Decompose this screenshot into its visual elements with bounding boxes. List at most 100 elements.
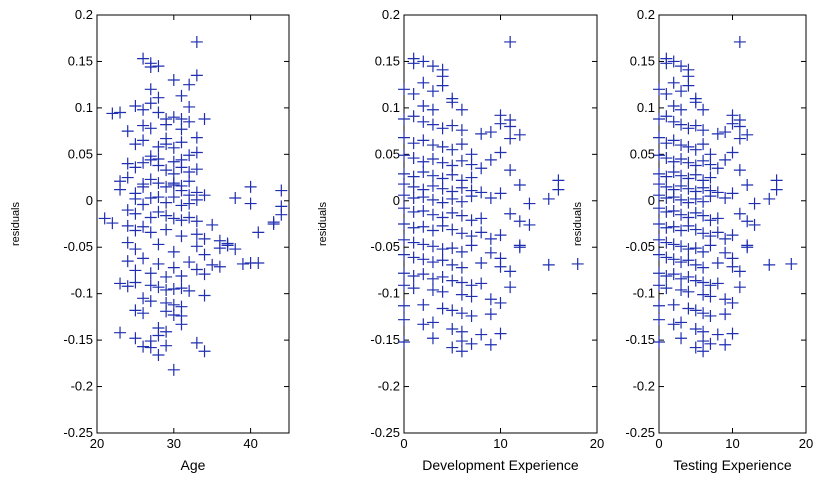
data-point	[426, 316, 439, 329]
data-point	[167, 245, 180, 258]
data-point	[137, 252, 150, 265]
data-point	[407, 87, 420, 100]
data-point	[689, 242, 702, 255]
data-point	[667, 318, 680, 331]
data-point	[407, 152, 420, 165]
data-point	[236, 257, 249, 270]
data-point	[436, 140, 449, 153]
data-point	[682, 302, 695, 315]
data-point	[689, 341, 702, 354]
data-point	[513, 241, 526, 254]
data-point	[675, 272, 688, 285]
data-point	[484, 126, 497, 139]
data-point	[129, 332, 142, 345]
data-point	[167, 363, 180, 376]
data-point	[484, 191, 497, 204]
data-point	[682, 182, 695, 195]
data-point	[198, 232, 211, 245]
data-point	[436, 219, 449, 232]
data-point	[175, 113, 188, 126]
data-point	[675, 103, 688, 116]
data-point	[711, 277, 724, 290]
data-point	[733, 207, 746, 220]
data-point	[542, 192, 555, 205]
data-point	[183, 256, 196, 269]
data-point	[175, 282, 188, 295]
data-point	[653, 233, 665, 246]
data-point	[667, 165, 680, 178]
data-point	[719, 153, 732, 166]
x-tick-label: 30	[167, 436, 181, 451]
data-point	[455, 261, 468, 274]
data-point	[675, 193, 688, 206]
data-point	[484, 246, 497, 259]
data-point	[137, 119, 150, 132]
y-tick-label: 0.2	[637, 7, 655, 22]
data-point	[137, 220, 150, 233]
data-point	[660, 110, 673, 123]
data-point	[682, 285, 695, 298]
y-axis-label: residuals	[572, 201, 584, 246]
data-point	[137, 340, 150, 353]
data-point	[121, 157, 134, 170]
data-point	[175, 136, 188, 149]
data-point	[167, 141, 180, 154]
data-point	[682, 270, 695, 283]
data-point	[129, 224, 142, 237]
data-point	[160, 305, 173, 318]
data-point	[675, 240, 688, 253]
data-point	[436, 182, 449, 195]
data-point	[660, 87, 673, 100]
data-point	[244, 197, 257, 210]
data-point	[114, 277, 127, 290]
data-point	[417, 165, 430, 178]
y-tick-label: -0.05	[370, 239, 400, 254]
data-point	[229, 191, 242, 204]
data-point	[160, 339, 173, 352]
data-point	[160, 270, 173, 283]
data-point	[675, 169, 688, 182]
y-tick-label: 0.05	[375, 146, 400, 161]
data-point	[704, 214, 717, 227]
data-point	[160, 180, 173, 193]
data-point	[152, 91, 165, 104]
y-axis-label: residuals	[10, 201, 22, 246]
data-point	[129, 192, 142, 205]
data-point	[407, 110, 420, 123]
data-point	[275, 184, 288, 197]
data-point	[398, 149, 410, 162]
data-point	[733, 132, 746, 145]
scatter-panel: -0.25 -0.2 -0.15 -0.1 -0.05 0 0.05 0.1 0.15 0.2 20…	[10, 7, 290, 473]
data-point	[675, 85, 688, 98]
y-tick-label: 0	[86, 193, 93, 208]
data-point	[475, 226, 488, 239]
y-tick-label: 0.15	[375, 53, 400, 68]
data-point	[660, 236, 673, 249]
x-tick-label: 40	[243, 436, 257, 451]
data-point	[436, 79, 449, 92]
data-point	[465, 279, 478, 292]
data-point	[190, 215, 203, 228]
data-point	[733, 120, 746, 133]
data-point	[660, 251, 673, 264]
data-point	[660, 170, 673, 183]
data-point	[704, 279, 717, 292]
data-point	[121, 204, 134, 217]
y-tick-label: -0.25	[370, 425, 400, 440]
data-point	[167, 191, 180, 204]
data-point	[129, 276, 142, 289]
data-point	[504, 164, 517, 177]
data-point	[455, 138, 468, 151]
data-point	[175, 199, 188, 212]
data-point	[446, 274, 459, 287]
data-point	[682, 140, 695, 153]
data-point	[144, 279, 157, 292]
data-point	[398, 313, 410, 326]
data-point	[175, 123, 188, 136]
data-point	[446, 168, 459, 181]
data-point	[436, 196, 449, 209]
data-point	[484, 338, 497, 351]
data-point	[660, 282, 673, 295]
data-point	[175, 318, 188, 331]
data-point	[475, 162, 488, 175]
